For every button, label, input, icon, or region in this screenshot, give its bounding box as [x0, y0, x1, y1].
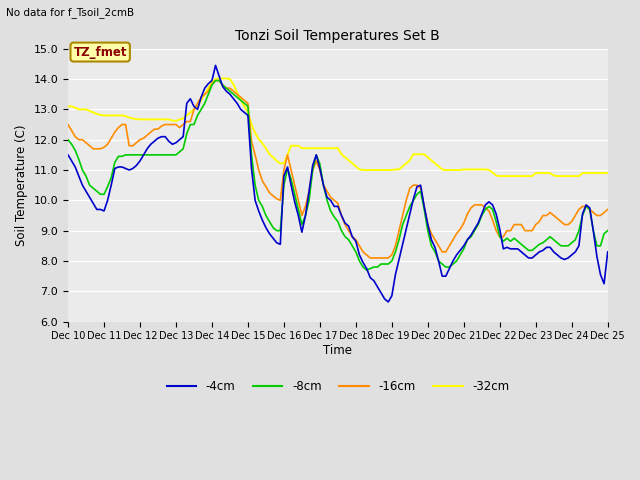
Text: No data for f_Tsoil_2cmB: No data for f_Tsoil_2cmB	[6, 7, 134, 18]
Title: Tonzi Soil Temperatures Set B: Tonzi Soil Temperatures Set B	[236, 29, 440, 43]
Legend: -4cm, -8cm, -16cm, -32cm: -4cm, -8cm, -16cm, -32cm	[162, 375, 514, 397]
Y-axis label: Soil Temperature (C): Soil Temperature (C)	[15, 124, 28, 246]
X-axis label: Time: Time	[323, 344, 353, 357]
Text: TZ_fmet: TZ_fmet	[74, 46, 127, 59]
